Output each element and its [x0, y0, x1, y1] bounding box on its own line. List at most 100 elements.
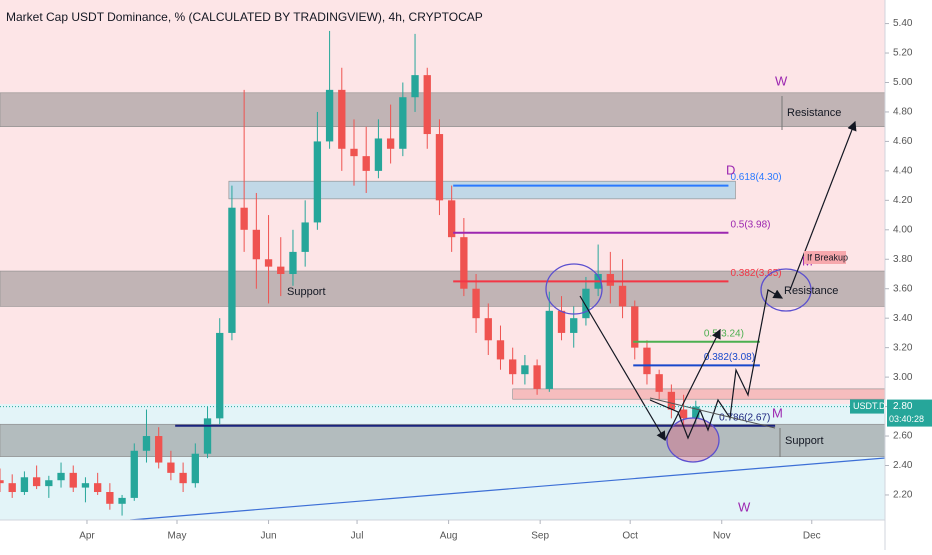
- ellipse: [545, 263, 603, 315]
- candle-body: [8, 483, 16, 493]
- trend-line: [129, 457, 886, 521]
- candle-body: [216, 332, 224, 419]
- candle-body: [264, 259, 273, 267]
- candle-body: [191, 453, 199, 484]
- candle-body: [399, 97, 407, 149]
- note: If Breakup: [807, 252, 848, 262]
- ellipse: [666, 417, 720, 463]
- y-tick-label: 5.20: [893, 48, 913, 59]
- y-tick-label: 4.00: [893, 224, 913, 235]
- fib-label: 0.5(3.98): [730, 219, 770, 230]
- candle-body: [509, 359, 517, 375]
- chart-title: Market Cap USDT Dominance, % (CALCULATED…: [6, 10, 483, 24]
- candle-body: [643, 347, 651, 375]
- candle-body: [142, 436, 151, 451]
- fib-label: 0.382(3.08): [704, 352, 755, 363]
- candle-body: [118, 497, 126, 504]
- y-tick-label: 2.60: [893, 431, 913, 442]
- candle-body: [81, 483, 90, 488]
- candle-body: [386, 138, 395, 149]
- y-tick-label: 3.20: [893, 342, 913, 353]
- candle-body: [655, 374, 663, 392]
- zone-label: Resistance: [787, 107, 841, 119]
- candle-body: [350, 148, 358, 157]
- candle-body: [277, 266, 285, 274]
- zone-label: Support: [785, 435, 824, 447]
- candle-body: [557, 310, 566, 333]
- arrow: [579, 295, 666, 442]
- candle-body: [435, 134, 444, 201]
- y-tick-label: 3.40: [893, 313, 913, 324]
- candle-body: [338, 89, 346, 149]
- y-tick-label: 2.40: [893, 460, 913, 471]
- candle-body: [496, 340, 505, 360]
- wave-label: D: [726, 162, 735, 177]
- x-tick-label: Jul: [351, 531, 364, 542]
- arrow: [664, 328, 721, 441]
- candle-body: [521, 365, 529, 375]
- candle-body: [93, 483, 102, 493]
- candle-body: [667, 391, 676, 410]
- candle-body: [130, 450, 138, 498]
- candle-body: [679, 409, 688, 419]
- candle-body: [32, 477, 41, 487]
- candle-body: [313, 141, 322, 223]
- candle-body: [325, 89, 334, 142]
- y-tick-label: 3.00: [893, 372, 913, 383]
- fib-label: 0.382(3.65): [730, 268, 781, 279]
- candle-body: [45, 480, 53, 487]
- candle-body: [618, 285, 627, 307]
- candle-body: [203, 418, 212, 454]
- y-tick-label: 3.60: [893, 283, 913, 294]
- candle-body: [447, 200, 456, 238]
- candle-body: [179, 472, 187, 484]
- x-tick-label: May: [168, 531, 187, 542]
- symbol-tag: [850, 399, 884, 414]
- candle-body: [533, 365, 541, 389]
- arrow: [789, 120, 857, 291]
- candle-body: [301, 222, 309, 252]
- candle-body: [240, 207, 248, 230]
- y-tick-label: 5.40: [893, 18, 913, 29]
- price-label: 2.80: [893, 401, 913, 412]
- zone: [228, 180, 736, 200]
- zone-label: Resistance: [784, 285, 838, 297]
- candle-body: [289, 251, 297, 274]
- symbol-label: USDT.D: [853, 401, 886, 411]
- y-tick-label: 4.80: [893, 107, 913, 118]
- candle-body: [167, 462, 175, 473]
- x-tick-label: Oct: [622, 531, 638, 542]
- x-tick-label: Aug: [440, 531, 458, 542]
- candle-body: [374, 138, 383, 171]
- x-tick-label: Dec: [803, 531, 821, 542]
- y-tick-label: 2.20: [893, 490, 913, 501]
- x-tick-label: Sep: [531, 531, 549, 542]
- wave-label: W: [738, 499, 751, 514]
- y-tick-label: 4.40: [893, 166, 913, 177]
- candle-body: [252, 229, 261, 260]
- candle-body: [411, 75, 419, 98]
- zone: [0, 270, 886, 307]
- wave-label: M: [772, 405, 783, 420]
- candle-body: [460, 237, 468, 289]
- zone: [0, 92, 886, 127]
- time-axis: [0, 520, 885, 550]
- y-tick-label: 5.00: [893, 77, 913, 88]
- wedge-line: [649, 397, 776, 429]
- candle-body: [0, 480, 4, 484]
- zone-label: Support: [287, 286, 326, 298]
- candle-body: [106, 492, 114, 504]
- candle-body: [692, 406, 700, 419]
- candle-body: [155, 436, 163, 463]
- arrow: [649, 289, 784, 440]
- candle-body: [570, 318, 578, 333]
- candle-body: [69, 472, 77, 488]
- wave-label: W: [775, 73, 788, 88]
- countdown: 03:40:28: [889, 414, 924, 424]
- candle-body: [582, 288, 590, 319]
- x-tick-label: Jun: [260, 531, 276, 542]
- fib-label: 0.618(4.30): [730, 172, 781, 183]
- candle-body: [20, 477, 29, 493]
- x-tick-label: Apr: [79, 531, 95, 542]
